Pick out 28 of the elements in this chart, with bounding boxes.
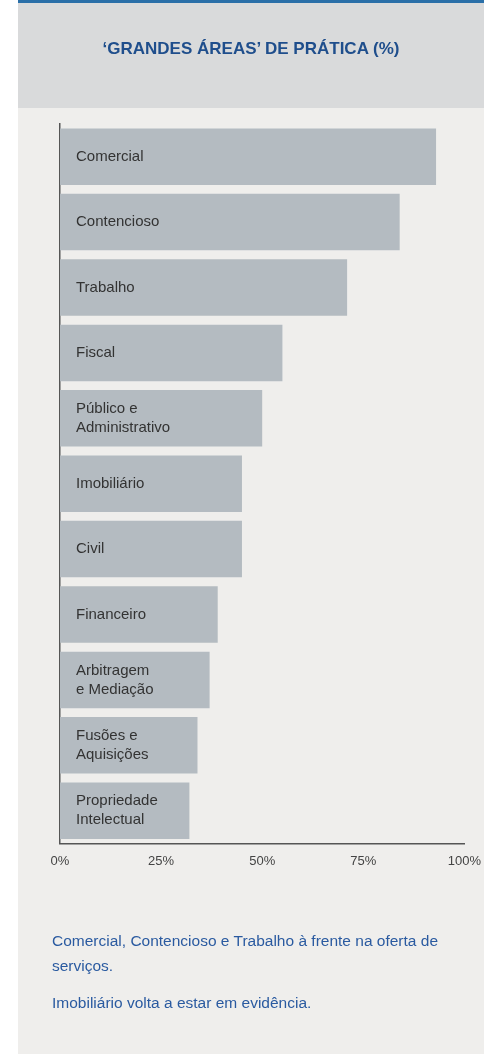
x-tick-label: 50% — [249, 852, 276, 868]
y-tick-label: Fiscal — [76, 343, 116, 361]
x-tick-label: 100% — [447, 852, 482, 868]
text: Imobiliário volta a estar em evidência. — [52, 993, 313, 1013]
bar — [60, 259, 348, 316]
x-tick-label: 75% — [350, 852, 377, 868]
bar — [60, 324, 283, 382]
y-tick-label: Civil — [76, 539, 105, 557]
bar — [60, 390, 263, 447]
bar — [60, 193, 400, 251]
y-tick-label: Arbitragem e Mediação — [76, 660, 154, 697]
bar — [60, 586, 218, 643]
y-tick-label: Imobiliário — [76, 473, 145, 491]
x-tick-label: 25% — [148, 852, 175, 868]
y-tick-label: Contencioso — [76, 212, 160, 230]
y-tick-label: Fusões e Aquisições — [76, 725, 149, 762]
y-tick-label: Propriedade Intelectual — [76, 791, 158, 828]
y-tick-label: Público e Administrativo — [76, 398, 171, 435]
bar — [60, 128, 437, 185]
y-tick-label: Financeiro — [76, 604, 147, 622]
chart-title: ‘GRANDES ÁREAS’ DE PRÁTICA (%) — [101, 39, 401, 59]
y-tick-label: Trabalho — [76, 277, 135, 295]
x-tick-label: 0% — [50, 852, 70, 868]
bar — [60, 455, 242, 512]
text: Comercial, Contencioso e Trabalho à frente na oferta de serviços. — [52, 931, 439, 976]
y-tick-label: Comercial — [76, 146, 144, 164]
bar — [60, 520, 242, 578]
bar — [60, 717, 198, 774]
